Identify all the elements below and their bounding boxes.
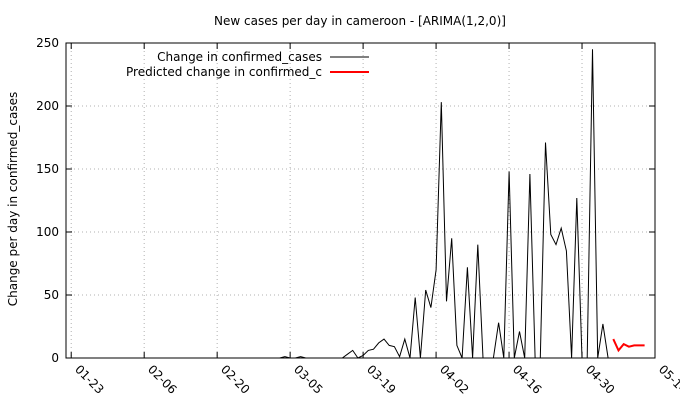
grid (66, 43, 656, 358)
x-tick-label: 04-16 (510, 362, 545, 397)
y-tick-label: 50 (44, 288, 59, 302)
x-tick-label: 05-14 (656, 362, 680, 397)
series-line-1 (612, 338, 645, 353)
x-tick-label: 03-05 (291, 362, 326, 397)
x-tick-label: 03-19 (364, 362, 399, 397)
plot-frame (65, 42, 656, 359)
series-line-0 (71, 49, 609, 359)
legend-label-1: Predicted change in confirmed_c (126, 65, 322, 79)
x-axis: 01-23 02-06 02-20 03-05 03-19 04-02 04-16 04-30… (70, 43, 680, 397)
plot-area (71, 49, 645, 359)
x-tick-label: 02-06 (145, 362, 180, 397)
y-axis: 0 50 100 150 200 250 (36, 36, 655, 365)
y-tick-label: 250 (36, 36, 59, 50)
y-tick-label: 0 (51, 351, 59, 365)
x-tick-label: 04-02 (437, 362, 472, 397)
chart-title: New cases per day in cameroon - [ARIMA(1… (214, 14, 506, 28)
x-tick-label: 01-23 (72, 362, 107, 397)
x-tick-label: 04-30 (583, 362, 618, 397)
y-tick-label: 150 (36, 162, 59, 176)
y-axis-label: Change per day in confirmed_cases (6, 92, 20, 307)
y-tick-label: 200 (36, 99, 59, 113)
legend-label-0: Change in confirmed_cases (157, 50, 322, 64)
y-tick-label: 100 (36, 225, 59, 239)
x-tick-label: 02-20 (218, 362, 253, 397)
